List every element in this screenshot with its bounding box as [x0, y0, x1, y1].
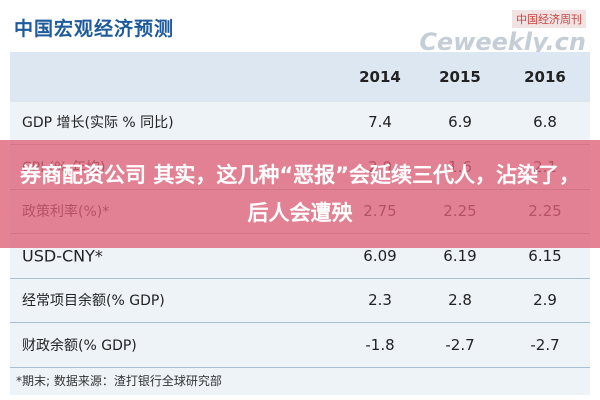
column-header: 2015: [439, 68, 481, 86]
cell-value: 6.19: [443, 246, 477, 265]
logo: 中国经济周刊 Ceweekly.cn: [419, 8, 586, 56]
cell-value: -1.8: [365, 335, 395, 354]
column-header: 2014: [359, 68, 401, 86]
row-divider: [10, 322, 590, 324]
row-label: GDP 增长(实际 % 同比): [22, 115, 174, 131]
table-header: [10, 52, 590, 102]
cell-value: -2.7: [530, 335, 560, 354]
cell-value: 6.09: [363, 246, 397, 265]
cell-value: -2.7: [445, 335, 475, 354]
title: 中国宏观经济预测: [14, 18, 175, 40]
cell-value: 7.4: [368, 113, 392, 131]
cell-value: 6.8: [533, 113, 557, 131]
footnote: *期末; 数据来源：渣打银行全球研究部: [16, 374, 222, 388]
cell-value: 2.8: [448, 291, 472, 309]
cell-value: 2.9: [533, 291, 557, 309]
overlay-text: 券商配资公司 其实，这几种“恶报”会延续三代人，沾染了，后人会遭殃: [20, 163, 580, 225]
cell-value: 2.3: [368, 291, 392, 309]
row-divider: [10, 277, 590, 279]
row-label: 经常项目余额(% GDP): [22, 293, 165, 309]
row-label: USD-CNY*: [22, 246, 103, 265]
logo-en: Ceweekly.cn: [419, 28, 586, 56]
row-divider: [10, 366, 590, 368]
logo-cn: 中国经济周刊: [512, 10, 586, 28]
column-header: 2016: [524, 68, 566, 86]
cell-value: 6.15: [528, 246, 562, 265]
row-label: 财政余额(% GDP): [22, 337, 137, 354]
cell-value: 6.9: [448, 113, 472, 131]
overlay-banner: 券商配资公司 其实，这几种“恶报”会延续三代人，沾染了，后人会遭殃: [0, 140, 600, 248]
